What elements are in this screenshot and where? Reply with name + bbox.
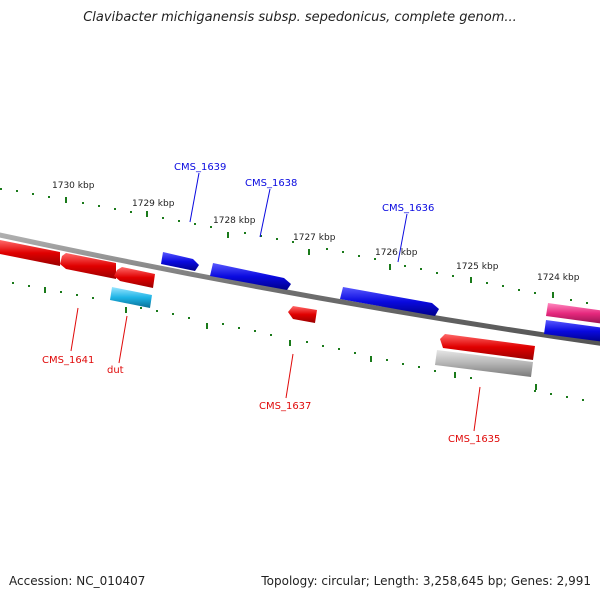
tick-label: 1728 kbp: [213, 216, 256, 226]
gene-cms-1637-feature[interactable]: [288, 306, 317, 323]
tick-label: 1724 kbp: [537, 273, 580, 283]
gene-forward-edge-feature[interactable]: [544, 320, 600, 342]
lower-major-ticks: [44, 287, 537, 390]
gene-label-cms-1641[interactable]: CMS_1641: [42, 355, 94, 366]
gene-label-cms-1636[interactable]: CMS_1636: [382, 203, 434, 214]
gene-label-dut[interactable]: dut: [107, 365, 124, 376]
tick-label: 1726 kbp: [375, 248, 418, 258]
other-feature[interactable]: [435, 350, 533, 377]
gene-cms-1639-feature[interactable]: [161, 252, 199, 271]
gene-dut-feature[interactable]: [110, 287, 152, 308]
pseudogene-feature[interactable]: [546, 303, 600, 324]
gene-cms-1636-feature[interactable]: [340, 287, 439, 316]
topology-summary: Topology: circular; Length: 3,258,645 bp…: [261, 574, 591, 588]
gene-label-cms-1637[interactable]: CMS_1637: [259, 401, 311, 412]
gene-cms-1638-feature[interactable]: [210, 263, 291, 290]
tick-label: 1727 kbp: [293, 233, 336, 243]
gene-label-cms-1635[interactable]: CMS_1635: [448, 434, 500, 445]
accession-text: Accession: NC_010407: [9, 574, 146, 588]
gene-cms-1641-feature[interactable]: [0, 240, 60, 266]
forward-label-leaders: [189, 172, 408, 263]
lower-tick-dots: [12, 282, 584, 401]
gene-cms-1635-feature[interactable]: [440, 334, 535, 360]
gene-label-cms-1639[interactable]: CMS_1639: [174, 162, 226, 173]
tick-label: 1729 kbp: [132, 199, 175, 209]
upper-major-ticks: [65, 197, 554, 298]
gene-cms-1640-feature[interactable]: [60, 253, 116, 279]
tick-label: 1725 kbp: [456, 262, 499, 272]
tick-label: 1730 kbp: [52, 181, 95, 191]
gene-label-cms-1638[interactable]: CMS_1638: [245, 178, 297, 189]
gene-cms-1639r-feature[interactable]: [114, 267, 155, 288]
map-title: Clavibacter michiganensis subsp. sepedon…: [83, 10, 517, 25]
upper-tick-dots: [0, 188, 588, 304]
genome-backbone: [0, 232, 600, 346]
reverse-label-leaders: [70, 307, 481, 432]
